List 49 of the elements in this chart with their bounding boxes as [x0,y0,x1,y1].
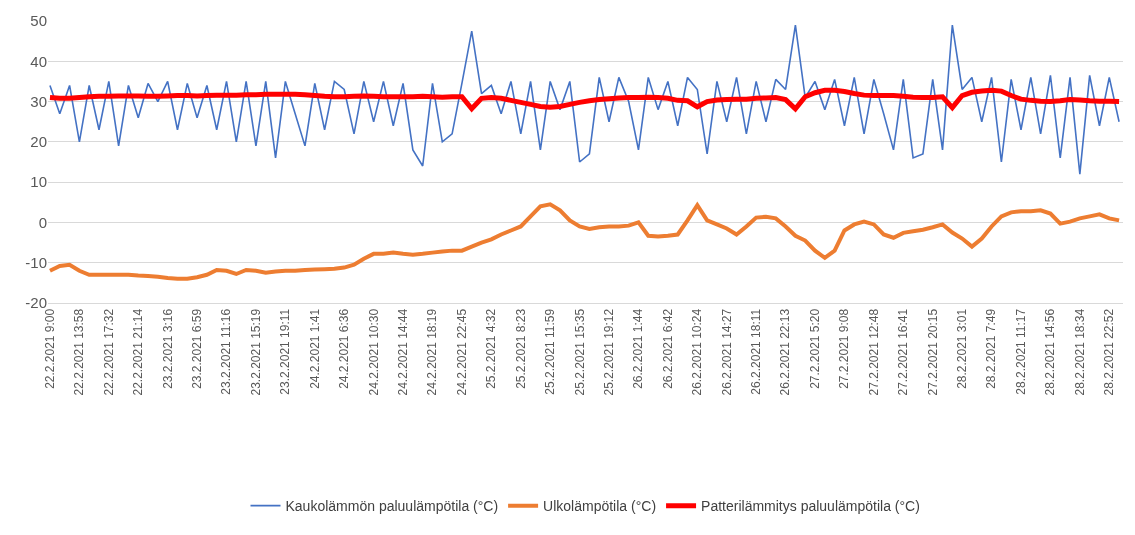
line-series [49,24,1120,175]
x-tick-label: 27.2.2021 9:08 [837,308,852,389]
legend-label: Patterilämmitys paluulämpötila (°C) [701,498,920,515]
x-tick-label: 27.2.2021 12:48 [866,308,881,396]
x-tick-label: 24.2.2021 10:30 [366,308,381,396]
x-tick-label: 28.2.2021 14:56 [1043,308,1058,396]
x-tick-label: 23.2.2021 15:19 [248,308,263,396]
x-tick-label: 22.2.2021 21:14 [131,308,146,396]
x-tick-label: 25.2.2021 8:23 [513,308,528,389]
x-tick-label: 26.2.2021 1:44 [631,308,646,389]
y-tick-label: 0 [38,213,47,231]
x-tick-label: 22.2.2021 13:58 [72,308,87,396]
x-tick-label: 27.2.2021 5:20 [807,308,822,389]
x-tick-label: 28.2.2021 7:49 [984,308,999,389]
x-tick-label: 22.2.2021 17:32 [101,308,116,396]
x-tick-label: 23.2.2021 6:59 [189,308,204,389]
x-tick-label: 23.2.2021 19:11 [278,308,293,395]
y-tick-label: 40 [30,52,47,70]
x-tick-label: 26.2.2021 18:11 [749,308,764,395]
y-tick-label: 30 [30,92,47,110]
x-tick-label: 26.2.2021 22:13 [778,308,793,396]
legend-label: Kaukolämmön paluulämpötila (°C) [285,498,499,515]
legend-label: Ulkolämpötila (°C) [543,498,657,515]
x-tick-label: 24.2.2021 1:41 [307,308,322,389]
x-tick-label: 26.2.2021 6:42 [660,308,675,389]
x-tick-label: 22.2.2021 9:00 [42,308,57,389]
y-tick-label: -10 [25,253,47,271]
x-tick-label: 25.2.2021 19:12 [601,308,616,396]
x-tick-label: 24.2.2021 18:19 [425,308,440,396]
x-tick-label: 25.2.2021 4:32 [484,308,499,389]
x-tick-label: 24.2.2021 14:44 [395,308,410,396]
x-tick-label: 28.2.2021 22:52 [1102,308,1117,396]
line-series [48,202,1122,281]
x-tick-label: 23.2.2021 11:16 [219,308,234,395]
x-tick-label: 25.2.2021 11:59 [543,308,558,395]
x-tick-label: 27.2.2021 20:15 [925,308,940,396]
x-tick-label: 28.2.2021 18:34 [1072,308,1087,396]
x-tick-label: 24.2.2021 6:36 [337,308,352,389]
x-tick-label: 26.2.2021 14:27 [719,308,734,396]
x-tick-label: 24.2.2021 22:45 [454,308,469,396]
x-tick-label: 28.2.2021 11:17 [1013,308,1028,395]
y-tick-label: 50 [30,12,47,30]
x-tick-label: 23.2.2021 3:16 [160,308,175,389]
x-tick-label: 25.2.2021 15:35 [572,308,587,396]
y-tick-label: 10 [30,173,47,191]
x-tick-label: 26.2.2021 10:24 [690,308,705,396]
x-tick-label: 27.2.2021 16:41 [896,308,911,396]
y-tick-label: 20 [30,133,47,151]
x-tick-label: 28.2.2021 3:01 [955,308,970,389]
